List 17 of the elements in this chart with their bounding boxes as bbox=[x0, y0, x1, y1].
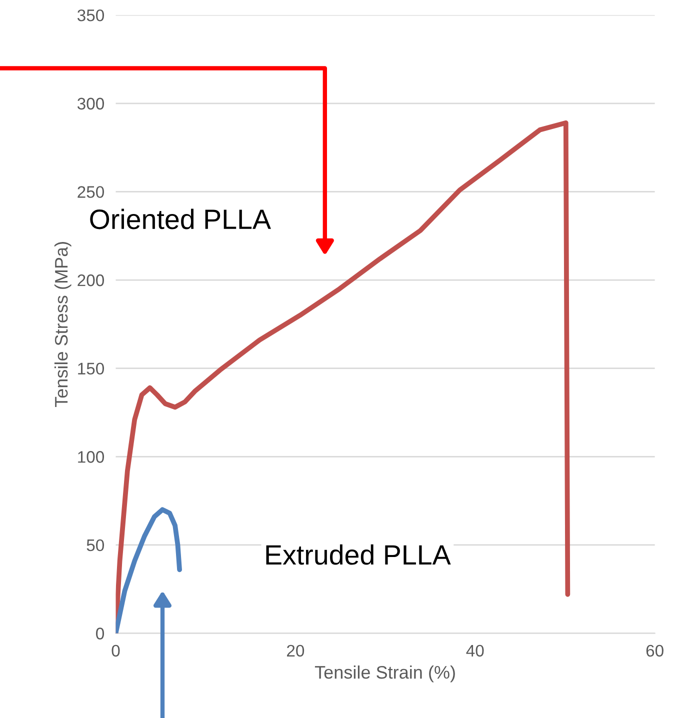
annotation: Extruded PLLA bbox=[266, 544, 451, 565]
y-tick-label: 150 bbox=[78, 362, 104, 375]
x-tick-label: 20 bbox=[287, 644, 304, 657]
y-tick-label: 250 bbox=[78, 186, 104, 198]
y-tick-label: 300 bbox=[77, 98, 104, 110]
y-tick-label: 200 bbox=[78, 274, 104, 286]
y-axis-title: Tensile Stress (MPa) bbox=[54, 242, 72, 408]
y-tick-label: 100 bbox=[78, 451, 104, 463]
y-tick-label: 350 bbox=[77, 9, 104, 22]
x-tick-label: 0 bbox=[112, 644, 120, 657]
x-tick-label: 60 bbox=[646, 644, 664, 657]
x-tick-label: 40 bbox=[466, 644, 484, 657]
y-tick-label: 0 bbox=[96, 628, 104, 640]
y-tick-label: 50 bbox=[86, 539, 104, 552]
x-axis-title: Tensile Strain (%) bbox=[314, 665, 455, 682]
line-series bbox=[116, 507, 182, 634]
annotation: Oriented PLLA bbox=[90, 208, 271, 230]
